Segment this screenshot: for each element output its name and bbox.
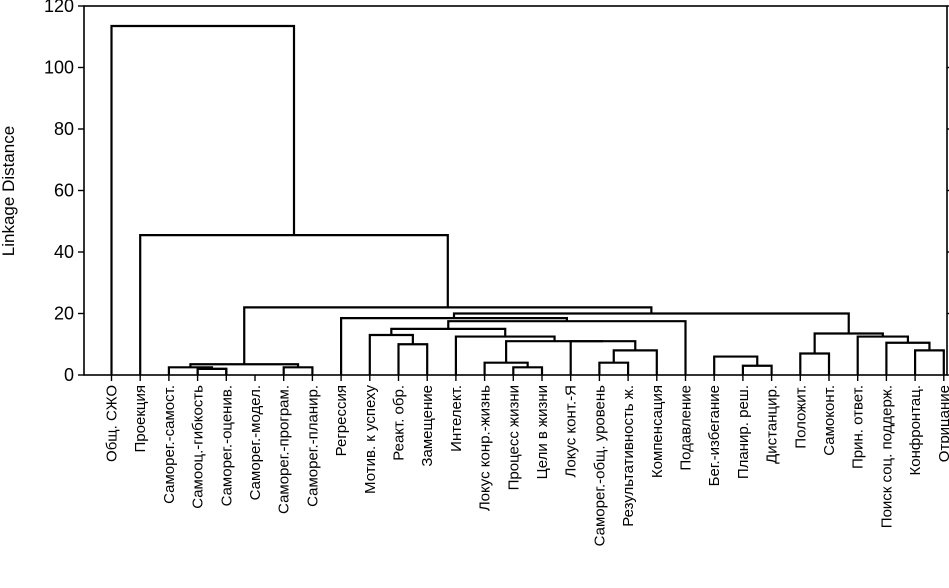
leaf-label: Отрицание xyxy=(936,385,949,462)
dendrogram-link xyxy=(447,320,687,375)
leaf-label: Прин. ответ. xyxy=(850,385,867,469)
leaf-label: Регрессия xyxy=(333,385,350,456)
leaf-label: Саморег.-програм. xyxy=(276,385,293,514)
dendrogram-link xyxy=(598,361,630,375)
leaf-label: Саморег.-самост. xyxy=(161,385,178,504)
leaf-label: Локус конт.-Я xyxy=(563,385,580,477)
dendrogram-link xyxy=(454,335,556,375)
dendrogram-link xyxy=(167,366,214,375)
dendrogram-link xyxy=(397,343,429,375)
dendrogram-link xyxy=(196,367,228,375)
dendrogram-link xyxy=(483,361,529,375)
dendrogram-link xyxy=(368,333,414,375)
y-tick-label: 0 xyxy=(64,365,74,385)
leaf-label: Поиск соц. поддерж. xyxy=(878,385,895,528)
leaf-label: Самооц.-гибкость xyxy=(190,385,207,509)
leaf-label: Саморег.-планир. xyxy=(304,385,321,507)
dendrogram-link xyxy=(885,341,931,375)
leaf-labels: Общ. СЖО Проекция Саморег.-самост. Самооц.-… xyxy=(104,375,949,546)
leaf-label: Интелект. xyxy=(448,385,465,452)
dendrogram-link xyxy=(741,364,773,375)
leaf-label: Дистанцир. xyxy=(764,385,781,464)
dendrogram-link xyxy=(512,366,544,375)
leaf-label: Саморег.-оценив. xyxy=(218,385,235,506)
leaf-label: Бег.-избегание xyxy=(706,385,723,486)
dendrogram-link xyxy=(799,352,831,375)
leaf-label: Локус конр.-жизнь xyxy=(477,385,494,511)
dendrogram-link xyxy=(110,24,296,375)
dendrogram-link xyxy=(282,366,314,375)
y-tick-label: 80 xyxy=(54,119,74,139)
dendrogram-link xyxy=(243,306,653,365)
leaf-label: Самоконт. xyxy=(821,385,838,456)
dendrogram-link xyxy=(713,355,759,375)
y-tick-label: 60 xyxy=(54,181,74,201)
y-tick-label: 40 xyxy=(54,242,74,262)
leaf-label: Цели в жизни xyxy=(534,385,551,479)
leaf-label: Процесс жизни xyxy=(505,385,522,490)
leaf-label: Положит. xyxy=(792,385,809,449)
leaf-label: Саморег.-общ. уровень xyxy=(591,385,608,547)
leaf-label: Конфронтац. xyxy=(907,385,924,475)
leaf-label: Планир. реш. xyxy=(735,385,752,479)
dendrogram-link xyxy=(139,233,449,375)
y-tick-label: 100 xyxy=(44,58,74,78)
dendrogram-links xyxy=(110,24,945,375)
dendrogram-link xyxy=(505,340,603,363)
y-tick-label: 120 xyxy=(44,0,74,16)
dendrogram-link xyxy=(914,349,945,375)
dendrogram-link xyxy=(856,335,910,375)
y-axis-title: Linkage Distance xyxy=(0,126,18,256)
dendrogram-link xyxy=(452,312,850,334)
leaf-label: Саморег.-модел. xyxy=(247,385,264,500)
leaf-label: Замещение xyxy=(419,385,436,467)
leaf-label: Результативность ж. xyxy=(620,385,637,527)
leaf-label: Мотив. к успеху xyxy=(362,385,379,494)
y-axis: 0 20 40 60 80 100 120 xyxy=(44,0,949,385)
plot-frame xyxy=(83,5,948,376)
leaf-label: Общ. СЖО xyxy=(104,385,121,462)
leaf-label: Проекция xyxy=(132,385,149,452)
leaf-label: Подавление xyxy=(678,385,695,471)
y-tick-label: 20 xyxy=(54,304,74,324)
leaf-label: Реакт. обр. xyxy=(391,385,408,461)
leaf-label: Компенсация xyxy=(649,385,666,478)
dendrogram-link xyxy=(569,340,637,375)
